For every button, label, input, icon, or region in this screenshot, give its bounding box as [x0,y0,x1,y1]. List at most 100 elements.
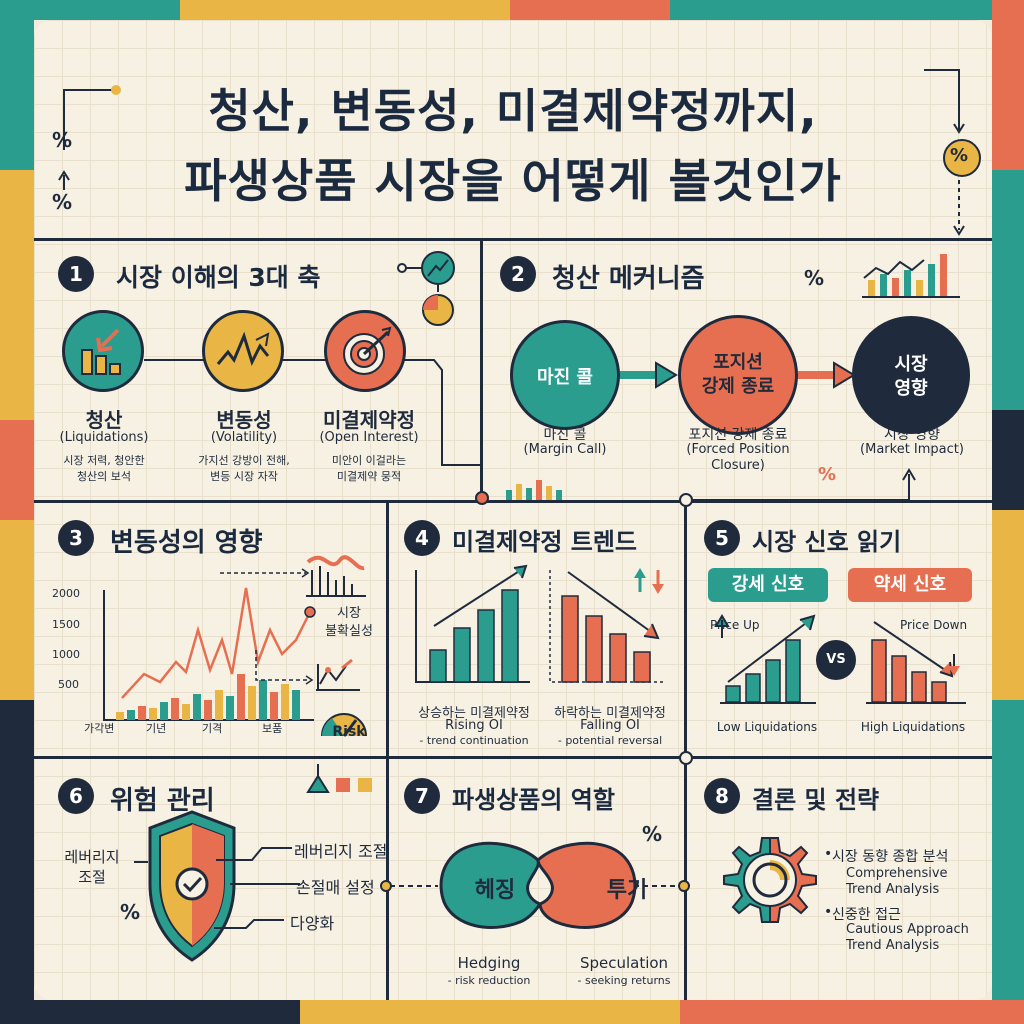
vol-title: 변동성 [216,408,272,432]
mini-bar-chart-icon [862,254,960,298]
bullet-dot-1: • [824,846,833,862]
vol-en: (Volatility) [210,430,278,445]
speculation-en: Speculation [579,954,669,972]
hedging-speculation-diagram [380,841,690,930]
bearish-signal-pill: 약세 신호 [848,568,972,602]
volume-bar [237,674,245,720]
conclusion-bullet-2-en-1: Cautious Approach [846,922,969,937]
divider-v-3 [684,500,687,1000]
bg-strip-left-2 [0,170,34,420]
bg-strip-right-1 [992,0,1024,170]
section-2-title: 청산 메커니즘 [552,264,705,294]
conclusion-bullet-2-en-2: Trend Analysis [846,938,940,953]
liquidation-chart-icon [81,328,121,375]
trend-badge-icon [397,251,455,326]
percent-icon-4: % [818,464,837,485]
volume-bar [160,702,168,720]
volume-bar [270,692,278,720]
uncertainty-label-2: 불확실성 [325,624,373,639]
section-4-number: 4 [404,520,440,556]
bg-strip-right-2 [992,170,1024,410]
section-6-title: 위험 관리 [110,786,215,816]
x-tick-3: 기격 [202,722,223,735]
liq-desc-2: 청산의 보석 [76,470,132,483]
title-line-2: 파생상품 시장을 어떻게 볼것인가 [184,154,842,208]
section-connector-dot-1 [475,491,489,505]
speculation-label: 투기 [606,878,648,903]
forced-closure-node-label-1: 포지션 [713,352,763,373]
volume-bar [171,698,179,720]
market-impact-caption-en: (Market Impact) [860,442,964,457]
bg-strip-left-4 [0,520,34,700]
flow-arrow-2 [798,361,856,389]
bg-strip-top-2 [180,0,510,20]
section-5-title: 시장 신호 읽기 [752,528,902,556]
section-2-number: 2 [500,256,536,292]
bg-strip-right-5 [992,700,1024,1024]
low-liquidations-label: Low Liquidations [716,720,818,734]
vol-desc-2: 변등 시장 자작 [210,470,278,483]
liq-desc-1: 시장 저력, 청안한 [63,454,145,467]
infographic-panel: 청산, 변동성, 미결제약정까지, 파생상품 시장을 어떻게 볼것인가 % % … [34,20,992,1000]
y-tick-1500: 1500 [52,618,80,631]
section-3-title: 변동성의 영향 [110,528,263,558]
section-connector-dot-3 [679,751,693,765]
uncertainty-icon [220,555,367,737]
section-7-title: 파생상품의 역할 [452,786,615,814]
bg-strip-top-3 [510,0,670,20]
section-8-number: 8 [704,778,740,814]
volatility-line-chart [103,587,316,721]
volume-bar [138,706,146,720]
title-line-1: 청산, 변동성, 미결제약정까지, [208,84,818,138]
flow-arrow-1 [620,361,678,389]
volume-bar [116,712,124,720]
divider-h-1 [34,238,992,241]
section-5-number: 5 [704,520,740,556]
bearish-chart [866,621,966,704]
margin-call-node-label: 마진 콜 [537,367,593,388]
rising-falling-arrows-icon [634,568,664,594]
volume-bar [127,710,135,720]
section-8-title: 결론 및 전략 [752,786,880,814]
market-impact-return-arrow [680,468,916,506]
forced-closure-caption-en: (Forced Position [686,442,790,457]
bg-strip-left-3 [0,420,34,520]
divider-h-3 [34,756,992,759]
oi-desc-1: 미안이 이걸라는 [331,454,407,467]
volume-bar [193,694,201,720]
percent-icon-6: % [642,822,663,846]
volume-bar [259,680,267,720]
vs-label: VS [826,652,846,667]
hedging-note: - risk reduction [447,974,531,987]
volume-bar [215,690,223,720]
rising-oi-label-en: Rising OI [445,718,503,733]
risk-label: Risk [332,724,366,740]
bg-strip-top-4 [670,0,1024,20]
percent-icon-5: % [120,900,141,924]
hedging-en: Hedging [457,954,521,972]
oi-desc-2: 미결제약 뭉적 [336,470,402,483]
rising-oi-chart [415,564,530,683]
title-deco-left [58,85,121,190]
volume-bar [248,686,256,720]
margin-call-caption-ko: 마진 콜 [543,427,587,443]
rising-oi-note: - trend continuation [419,734,529,747]
gear-icon [723,837,817,923]
volatility-icon [202,310,284,392]
y-tick-1000: 1000 [52,648,80,661]
percent-icon-2: % [52,190,73,214]
section-connector-dot-2 [679,493,693,507]
volatility-line [121,587,312,699]
volatility-zigzag-icon [216,331,270,367]
forced-closure-node [678,315,798,435]
risk-item-diversify: 다양화 [290,914,335,933]
section-1-title: 시장 이해의 3대 축 [116,263,321,292]
section-3-number: 3 [58,520,94,556]
conclusion-bullet-1-ko: 시장 동향 종합 분석 [832,849,949,865]
section-7-number: 7 [404,778,440,814]
liq-en: (Liquidations) [59,430,149,445]
title-deco-right [924,69,981,236]
volume-bar [281,684,289,720]
volatility-end-point [304,606,316,618]
risk-item-leverage: 레버리지 조절 [294,842,388,861]
